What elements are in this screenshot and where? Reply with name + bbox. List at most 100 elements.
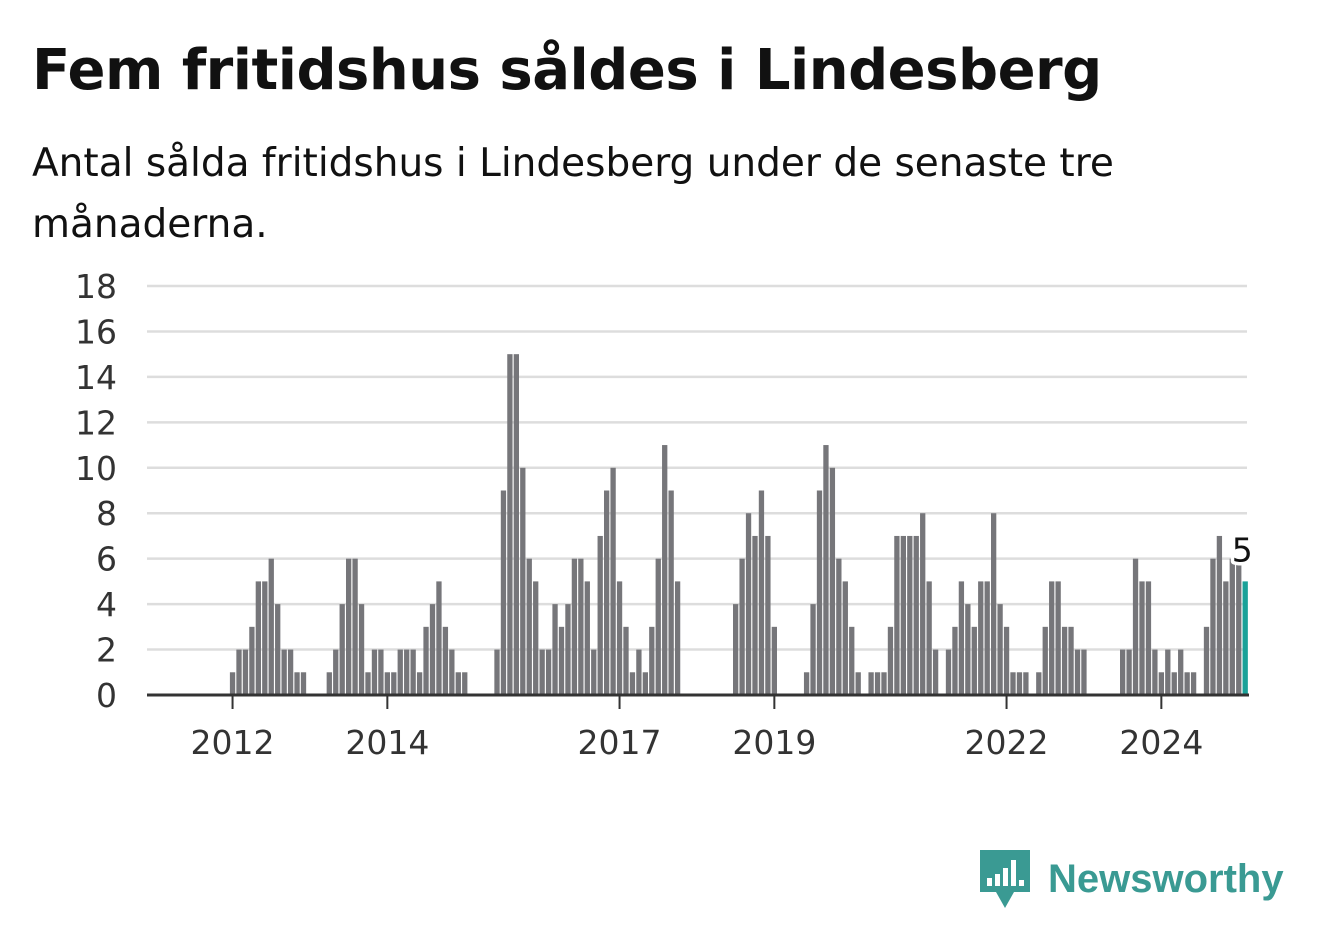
bar: [1081, 650, 1086, 695]
x-axis-ticks: 2012 2014 2017 2019 2022 2024: [191, 695, 1204, 762]
bars: [230, 354, 1248, 695]
bar: [262, 581, 267, 695]
bar: [1126, 650, 1131, 695]
bar: [378, 650, 383, 695]
bar: [733, 604, 738, 695]
bar: [333, 650, 338, 695]
bar: [630, 672, 635, 695]
bar: [901, 536, 906, 695]
bar: [1152, 650, 1157, 695]
y-axis-ticks: 0 2 4 6 8 10 12 14 16 18: [75, 267, 117, 715]
bar: [301, 672, 306, 695]
bar: [1010, 672, 1015, 695]
bar: [649, 627, 654, 695]
bar: [1185, 672, 1190, 695]
bar: [359, 604, 364, 695]
bar: [565, 604, 570, 695]
bar: [675, 581, 680, 695]
bar: [991, 513, 996, 695]
bar: [1191, 672, 1196, 695]
bar: [1133, 559, 1138, 695]
bar: [978, 581, 983, 695]
y-tick-label: 0: [96, 676, 117, 715]
bar: [843, 581, 848, 695]
bar: [881, 672, 886, 695]
bar: [965, 604, 970, 695]
y-tick-label: 2: [96, 631, 117, 670]
bar-chart-speech-bubble-icon: [980, 850, 1030, 908]
bar: [340, 604, 345, 695]
y-tick-label: 14: [75, 358, 117, 397]
bar: [1049, 581, 1054, 695]
bar: [398, 650, 403, 695]
bar: [759, 491, 764, 696]
bar: [610, 468, 615, 695]
bar: [1210, 559, 1215, 695]
bar: [1075, 650, 1080, 695]
bar: [436, 581, 441, 695]
y-tick-label: 16: [75, 312, 117, 351]
newsworthy-logo: Newsworthy: [980, 850, 1284, 908]
bar: [1023, 672, 1028, 695]
bar: [417, 672, 422, 695]
bar: [604, 491, 609, 696]
bar: [739, 559, 744, 695]
bar: [765, 536, 770, 695]
bar: [546, 650, 551, 695]
bar: [501, 491, 506, 696]
bar: [423, 627, 428, 695]
bar: [288, 650, 293, 695]
bar: [849, 627, 854, 695]
bar: [1062, 627, 1067, 695]
bar: [907, 536, 912, 695]
bar: [443, 627, 448, 695]
bar: [352, 559, 357, 695]
bar-highlight: [1243, 581, 1248, 695]
bar-chart: 0 2 4 6 8 10 12 14 16 18 2012 2014 2017 2019 2022 2024…: [0, 0, 1322, 800]
bar: [946, 650, 951, 695]
y-tick-label: 10: [75, 449, 117, 488]
bar: [456, 672, 461, 695]
bar: [294, 672, 299, 695]
bar: [1036, 672, 1041, 695]
bar: [559, 627, 564, 695]
bar: [520, 468, 525, 695]
x-tick-label: 2017: [578, 723, 662, 762]
bar: [952, 627, 957, 695]
bar: [533, 581, 538, 695]
bar: [856, 672, 861, 695]
bar: [282, 650, 287, 695]
bar: [514, 354, 519, 695]
bar: [346, 559, 351, 695]
bar: [230, 672, 235, 695]
bar: [1172, 672, 1177, 695]
bar: [752, 536, 757, 695]
bar: [540, 650, 545, 695]
last-value-label: 5: [1232, 530, 1253, 569]
bar: [746, 513, 751, 695]
bar: [636, 650, 641, 695]
bar: [1043, 627, 1048, 695]
bar: [507, 354, 512, 695]
bar: [875, 672, 880, 695]
bar: [927, 581, 932, 695]
bar: [772, 627, 777, 695]
bar: [804, 672, 809, 695]
bar: [933, 650, 938, 695]
bar: [868, 672, 873, 695]
bar: [823, 445, 828, 695]
bar: [888, 627, 893, 695]
y-tick-label: 4: [96, 585, 117, 624]
bar: [275, 604, 280, 695]
bar: [972, 627, 977, 695]
data-labels: 5: [1232, 530, 1253, 569]
bar: [1178, 650, 1183, 695]
bar: [1068, 627, 1073, 695]
bar: [1056, 581, 1061, 695]
y-tick-label: 12: [75, 403, 117, 442]
bar: [365, 672, 370, 695]
x-tick-label: 2012: [191, 723, 275, 762]
bar: [430, 604, 435, 695]
x-tick-label: 2014: [345, 723, 429, 762]
bar: [985, 581, 990, 695]
